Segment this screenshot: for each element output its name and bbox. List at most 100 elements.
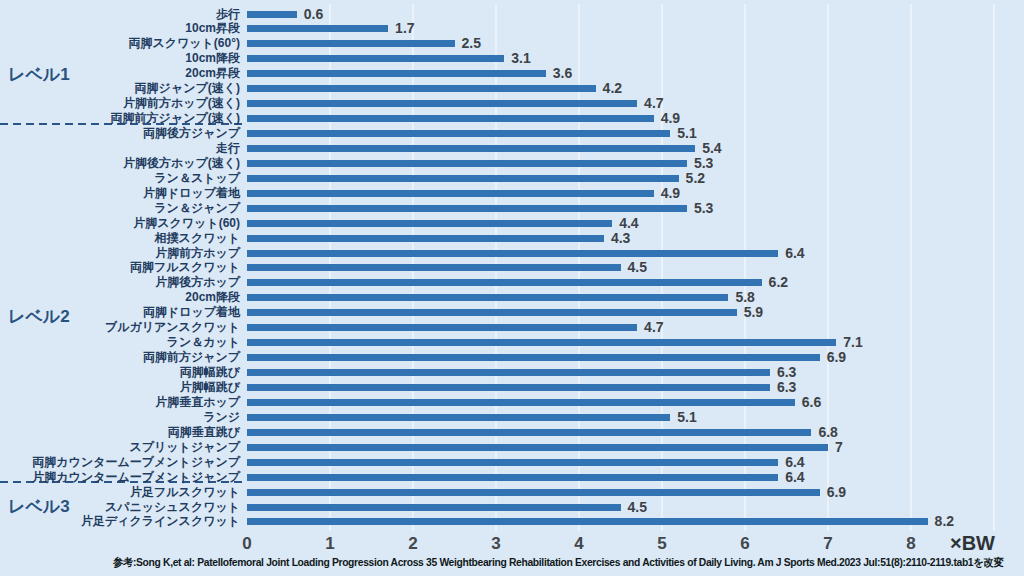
bar: [247, 444, 828, 451]
bar-value: 7.1: [843, 335, 862, 350]
bar-value: 4.4: [619, 216, 638, 231]
bar-value: 5.3: [694, 156, 713, 171]
bar: [247, 264, 621, 271]
gridline: [827, 4, 829, 531]
bar: [247, 220, 612, 227]
patellofemoral-load-bar-chart: レベル1レベル2レベル3 歩行0.610cm昇段1.7両脚スクワット(60°)2…: [0, 0, 1024, 576]
bar-label: 20cm降段: [0, 291, 240, 304]
bar-value: 6.9: [827, 485, 846, 500]
x-tick-label: 8: [891, 534, 931, 554]
bar: [247, 414, 670, 421]
citation-text: 参考:Song K,et al: Patellofemoral Joint Lo…: [113, 556, 1003, 570]
bar: [247, 294, 728, 301]
bar: [247, 130, 670, 137]
bar-value: 5.1: [677, 126, 696, 141]
bar: [247, 354, 820, 361]
bar: [247, 250, 778, 257]
bar: [247, 55, 504, 62]
bar-value: 6.3: [777, 380, 796, 395]
bar-label: 片足ディクラインスクワット: [0, 515, 240, 528]
bar-value: 6.9: [827, 350, 846, 365]
bar-value: 5.1: [677, 410, 696, 425]
bar-value: 6.6: [802, 395, 821, 410]
bar-value: 6.4: [785, 455, 804, 470]
bar-label: ブルガリアンスクワット: [0, 321, 240, 334]
bar-value: 0.6: [304, 7, 323, 22]
x-tick-label: 0: [227, 534, 267, 554]
bar: [247, 369, 770, 376]
bar-label: 両脚カウンタームーブメントジャンプ: [0, 456, 240, 469]
bar-value: 4.9: [661, 186, 680, 201]
bar-value: 5.2: [686, 171, 705, 186]
bar-label: 両脚ジャンプ(速く): [0, 82, 240, 95]
bar-value: 6.8: [818, 425, 837, 440]
bar: [247, 504, 621, 511]
bar: [247, 25, 388, 32]
bar: [247, 324, 637, 331]
bar-value: 4.9: [661, 111, 680, 126]
bar-label: 相撲スクワット: [0, 232, 240, 245]
bar: [247, 70, 546, 77]
bar: [247, 11, 297, 18]
bar-label: ラン＆ジャンプ: [0, 202, 240, 215]
bar: [247, 235, 604, 242]
gridline: [910, 4, 912, 531]
bar-label: 両脚ドロップ着地: [0, 306, 240, 319]
bar-value: 6.3: [777, 365, 796, 380]
gridline: [661, 4, 663, 531]
bar-label: 10cm降段: [0, 52, 240, 65]
bar-value: 5.4: [702, 141, 721, 156]
bar: [247, 384, 770, 391]
bar-value: 4.7: [644, 96, 663, 111]
bar-value: 5.3: [694, 201, 713, 216]
x-tick-label: 3: [476, 534, 516, 554]
bar-label: 両脚幅跳び: [0, 366, 240, 379]
bar: [247, 145, 695, 152]
bar-label: 走行: [0, 142, 240, 155]
bar: [247, 399, 795, 406]
x-tick-label: 1: [310, 534, 350, 554]
bar: [247, 40, 455, 47]
bar-value: 6.4: [785, 470, 804, 485]
axis-unit-label: ×BW: [950, 532, 995, 555]
bar: [247, 115, 654, 122]
bar: [247, 205, 687, 212]
bar-value: 2.5: [462, 36, 481, 51]
x-tick-label: 4: [559, 534, 599, 554]
bar-value: 4.2: [603, 81, 622, 96]
bar-label: 片脚前方ホップ: [0, 247, 240, 260]
bar-label: 歩行: [0, 8, 240, 21]
bar-label: 片脚後方ホップ(速く): [0, 157, 240, 170]
bar-label: ラン＆ストップ: [0, 172, 240, 185]
bar-value: 4.5: [628, 260, 647, 275]
bar-value: 3.6: [553, 66, 572, 81]
bar-label: 片脚前方ホップ(速く): [0, 97, 240, 110]
bar-value: 4.3: [611, 231, 630, 246]
x-tick-label: 6: [725, 534, 765, 554]
x-tick-label: 5: [642, 534, 682, 554]
bar-label: 両脚フルスクワット: [0, 261, 240, 274]
bar-value: 1.7: [395, 21, 414, 36]
bar-label: ラン＆カット: [0, 336, 240, 349]
bar: [247, 309, 737, 316]
bar: [247, 190, 654, 197]
bar-label: 両脚垂直跳び: [0, 426, 240, 439]
bar-label: 片脚カウンタームーブメントジャンプ: [0, 471, 240, 484]
bar-value: 5.9: [744, 305, 763, 320]
bar-label: 片脚後方ホップ: [0, 276, 240, 289]
bar-label: スプリットジャンプ: [0, 441, 240, 454]
bar-value: 8.2: [935, 514, 954, 529]
bar: [247, 339, 836, 346]
bar: [247, 175, 679, 182]
bar-value: 6.4: [785, 246, 804, 261]
x-tick-label: 2: [393, 534, 433, 554]
bar-value: 5.8: [735, 290, 754, 305]
bar-value: 3.1: [511, 51, 530, 66]
bar: [247, 85, 596, 92]
gridline: [993, 4, 995, 531]
bar-value: 7: [835, 440, 843, 455]
bar: [247, 489, 820, 496]
x-tick-label: 7: [808, 534, 848, 554]
bar: [247, 100, 637, 107]
bar-label: 両脚前方ジャンプ(速く): [0, 112, 240, 125]
